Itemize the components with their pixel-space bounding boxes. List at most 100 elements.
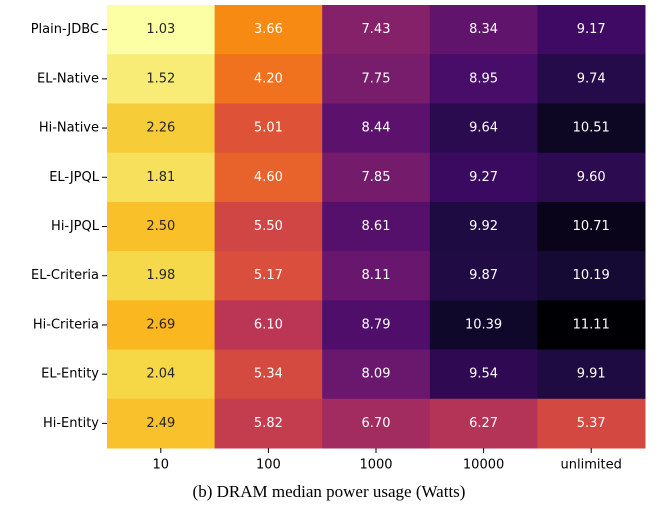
heatmap-cell: [429, 201, 538, 252]
heatmap-cell: [214, 201, 323, 252]
heatmap-cell: [322, 201, 431, 252]
heatmap-cell: [214, 54, 323, 104]
y-tick-label: EL-JPQL: [49, 170, 100, 185]
heatmap-cell: [107, 398, 216, 449]
cell-label: 3.66: [254, 22, 283, 37]
heatmap-cell: [537, 300, 646, 351]
cell-label: 5.37: [577, 416, 606, 431]
cell-label: 2.04: [146, 367, 175, 382]
heatmap-cell: [429, 103, 538, 154]
heatmap-cell: [537, 349, 646, 400]
cell-label: 8.61: [362, 219, 391, 234]
heatmap-cell: [322, 5, 431, 55]
heatmap-cell: [537, 251, 646, 301]
heatmap-cell: [214, 349, 323, 400]
heatmap-cell: [537, 201, 646, 252]
cell-label: 9.17: [577, 22, 606, 37]
cell-label: 4.20: [254, 71, 283, 86]
cell-label: 8.95: [469, 71, 498, 86]
cell-label: 1.98: [146, 268, 175, 283]
cell-label: 2.69: [146, 317, 175, 332]
cell-label: 9.87: [469, 268, 498, 283]
heatmap-cell: [429, 5, 538, 55]
cell-label: 7.85: [362, 170, 391, 185]
heatmap-cell: [322, 251, 431, 301]
heatmap-cell: [322, 152, 431, 203]
cell-label: 6.10: [254, 317, 283, 332]
heatmap-cell: [214, 152, 323, 203]
heatmap-cell: [214, 300, 323, 351]
heatmap-cell: [429, 54, 538, 104]
heatmap-cell: [537, 5, 646, 55]
heatmap-cell: [107, 103, 216, 154]
cell-label: 9.92: [469, 219, 498, 234]
heatmap-cell: [429, 152, 538, 203]
y-tick-label: EL-Native: [37, 71, 99, 86]
y-tick-label: Plain-JDBC: [31, 22, 99, 37]
cell-label: 8.34: [469, 22, 498, 37]
heatmap-cell: [214, 103, 323, 154]
heatmap-cell: [107, 201, 216, 252]
cell-label: 1.81: [146, 170, 175, 185]
y-tick-label: Hi-Criteria: [33, 317, 99, 332]
heatmap-cell: [537, 54, 646, 104]
cell-label: 10.51: [573, 121, 610, 136]
heatmap-cell: [107, 5, 216, 55]
heatmap-cell: [429, 349, 538, 400]
cell-label: 5.50: [254, 219, 283, 234]
y-tick-label: Hi-Native: [39, 121, 99, 136]
heatmap-cell: [322, 103, 431, 154]
cell-label: 6.70: [362, 416, 391, 431]
cell-label: 4.60: [254, 170, 283, 185]
cell-label: 1.52: [146, 71, 175, 86]
cell-label: 2.50: [146, 219, 175, 234]
heatmap-cell: [429, 300, 538, 351]
heatmap-cell: [322, 349, 431, 400]
cell-label: 10.19: [573, 268, 610, 283]
cell-label: 5.01: [254, 121, 283, 136]
heatmap-cell: [107, 300, 216, 351]
cell-label: 9.64: [469, 121, 498, 136]
cell-label: 6.27: [469, 416, 498, 431]
heatmap-cell: [537, 103, 646, 154]
cell-label: 8.44: [362, 121, 391, 136]
cell-label: 9.60: [577, 170, 606, 185]
caption: (b) DRAM median power usage (Watts): [193, 482, 466, 501]
x-tick-label: 1000: [359, 458, 392, 473]
cell-label: 7.43: [362, 22, 391, 37]
heatmap-cell: [429, 251, 538, 301]
cell-label: 8.79: [362, 317, 391, 332]
heatmap-cell: [107, 251, 216, 301]
heatmap-cell: [429, 398, 538, 449]
heatmap-cell: [107, 349, 216, 400]
x-tick-label: 10: [153, 458, 170, 473]
cell-label: 11.11: [573, 317, 610, 332]
heatmap-cell: [537, 398, 646, 449]
heatmap-cell: [214, 251, 323, 301]
heatmap-cell: [107, 54, 216, 104]
cell-label: 2.26: [146, 121, 175, 136]
cell-label: 1.03: [146, 22, 175, 37]
x-tick-label: unlimited: [561, 458, 622, 473]
cell-label: 5.34: [254, 367, 283, 382]
cell-label: 9.27: [469, 170, 498, 185]
y-tick-label: Hi-Entity: [43, 416, 99, 431]
cell-label: 10.39: [465, 317, 502, 332]
heatmap-cell: [322, 398, 431, 449]
cell-label: 5.82: [254, 416, 283, 431]
cell-label: 7.75: [362, 71, 391, 86]
cell-label: 9.54: [469, 367, 498, 382]
x-tick-label: 10000: [463, 458, 504, 473]
heatmap-cell: [322, 54, 431, 104]
heatmap-cell: [322, 300, 431, 351]
cell-label: 2.49: [146, 416, 175, 431]
cell-label: 9.91: [577, 367, 606, 382]
cell-label: 10.71: [573, 219, 610, 234]
y-tick-label: EL-Entity: [41, 367, 99, 382]
heatmap-cell: [214, 5, 323, 55]
y-tick-label: EL-Criteria: [31, 268, 99, 283]
cell-label: 9.74: [577, 71, 606, 86]
cell-label: 8.11: [362, 268, 391, 283]
heatmap-cell: [537, 152, 646, 203]
